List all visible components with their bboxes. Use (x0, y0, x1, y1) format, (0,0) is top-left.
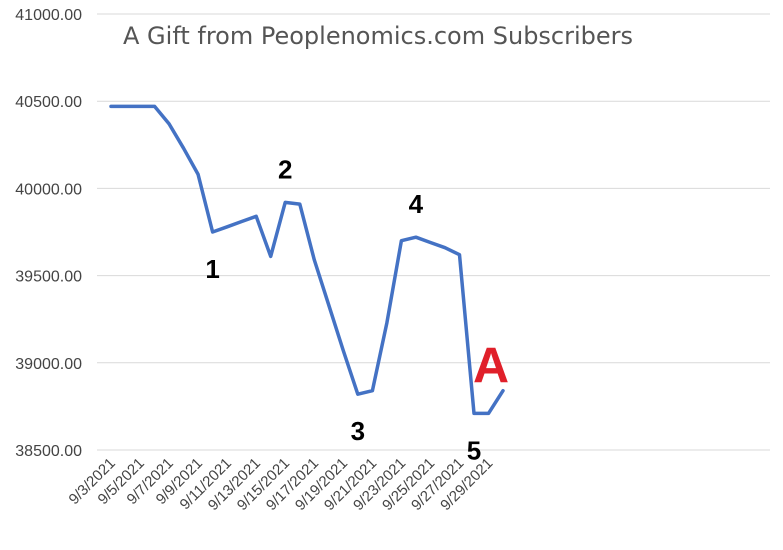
y-tick-label: 40000.00 (15, 181, 82, 198)
wave-label-5: 5 (467, 435, 481, 465)
wave-label-4: 4 (409, 189, 424, 219)
y-tick-label: 39000.00 (15, 356, 82, 373)
y-tick-label: 39500.00 (15, 269, 82, 286)
wave-annotations: 1 2 3 4 5 A (205, 154, 509, 465)
y-tick-label: 38500.00 (15, 443, 82, 460)
x-axis-tick-labels: 9/3/20219/5/20219/7/20219/9/20219/11/202… (66, 455, 497, 514)
series-line (109, 104, 505, 416)
wave-label-3: 3 (351, 416, 365, 446)
gridlines (97, 13, 770, 451)
wave-label-1: 1 (205, 254, 219, 284)
y-axis-tick-labels: 38500.00 39000.00 39500.00 40000.00 40500.00… (15, 7, 82, 460)
wave-label-2: 2 (278, 154, 292, 184)
chart-title: A Gift from Peoplenomics.com Subscribers (123, 22, 633, 50)
y-tick-label: 40500.00 (15, 94, 82, 111)
y-tick-label: 41000.00 (15, 7, 82, 24)
wave-label-a: A (473, 338, 509, 394)
